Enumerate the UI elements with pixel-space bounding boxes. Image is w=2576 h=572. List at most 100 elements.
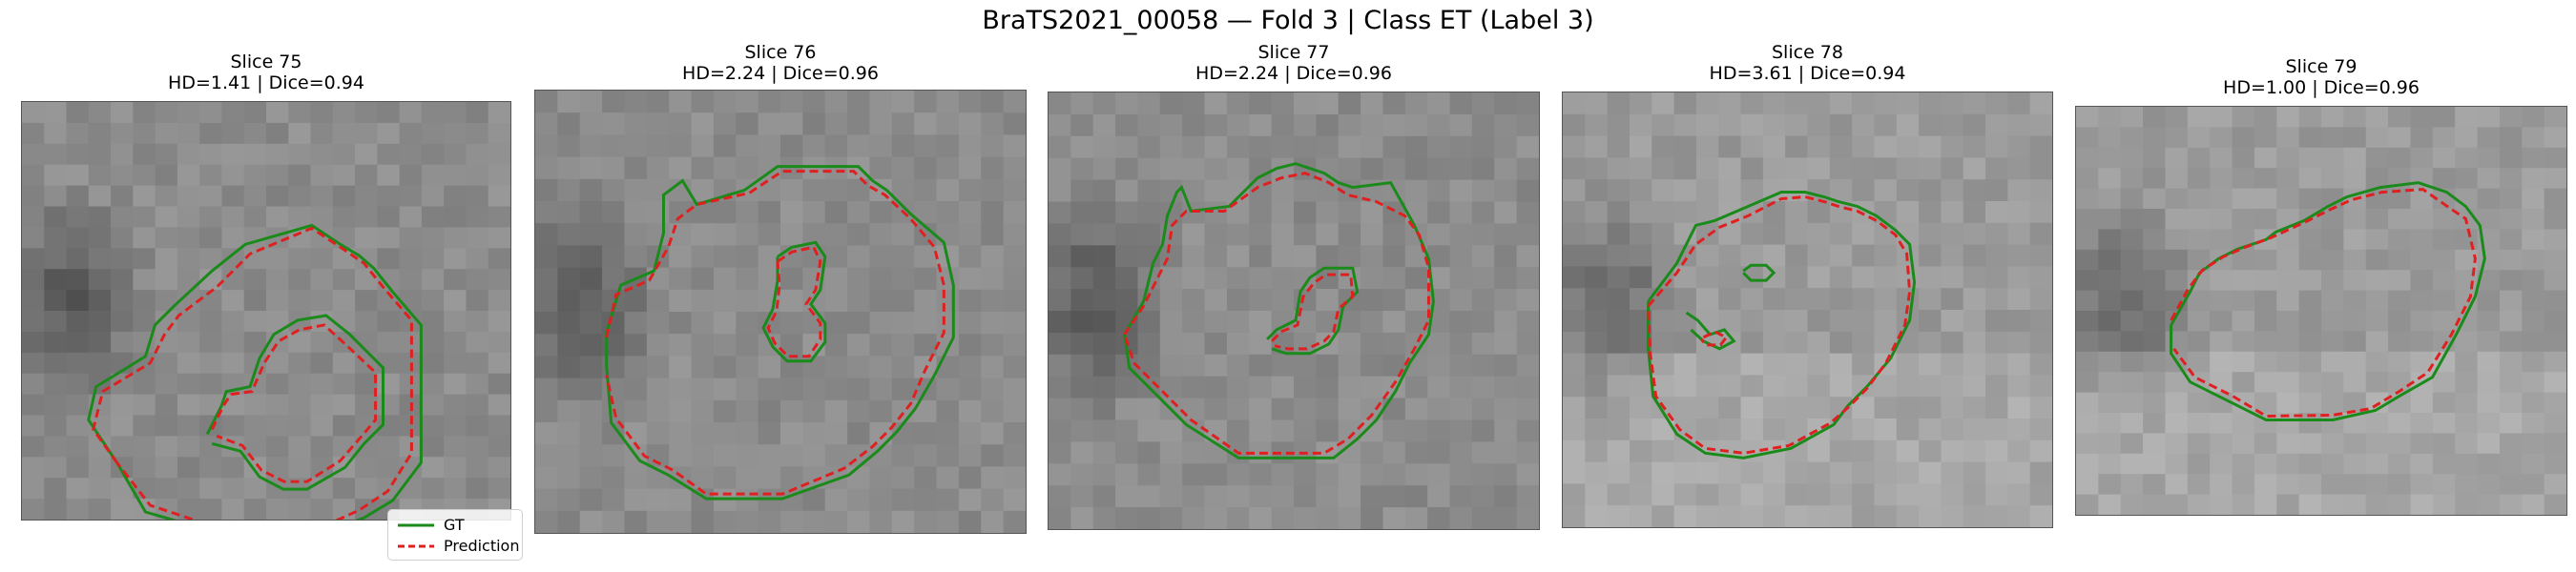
image-pixel <box>981 201 1005 224</box>
image-pixel <box>1607 157 1631 180</box>
image-pixel <box>2499 270 2523 292</box>
image-pixel <box>1427 441 1451 464</box>
image-pixel <box>199 122 223 145</box>
image-pixel <box>691 356 715 379</box>
image-pixel <box>713 156 737 180</box>
image-pixel <box>2544 494 2566 515</box>
image-pixel <box>1226 113 1250 137</box>
image-pixel <box>2499 474 2523 496</box>
image-pixel <box>221 331 245 354</box>
image-pixel <box>1404 135 1428 159</box>
image-pixel <box>1585 483 1609 506</box>
image-pixel <box>1338 245 1361 268</box>
image-pixel <box>914 245 938 269</box>
image-pixel <box>2321 229 2344 251</box>
image-pixel <box>377 185 401 208</box>
image-pixel <box>243 499 267 520</box>
image-pixel <box>2210 311 2233 332</box>
image-pixel <box>310 499 334 520</box>
image-pixel <box>1629 244 1652 267</box>
image-pixel <box>579 91 603 113</box>
image-pixel <box>377 102 401 124</box>
image-pixel <box>399 269 423 291</box>
image-pixel <box>66 185 90 208</box>
image-pixel <box>1718 92 1742 115</box>
image-pixel <box>1963 179 1986 202</box>
image-pixel <box>466 478 489 500</box>
image-pixel <box>1762 310 1786 333</box>
image-pixel <box>2432 147 2456 169</box>
image-pixel <box>22 478 45 500</box>
image-pixel <box>2232 107 2255 128</box>
image-pixel <box>310 436 334 458</box>
image-pixel <box>824 112 848 135</box>
image-pixel <box>2410 311 2434 332</box>
image-pixel <box>936 378 960 401</box>
image-pixel <box>691 378 715 401</box>
image-pixel <box>1003 378 1026 401</box>
image-pixel <box>1471 267 1495 290</box>
image-pixel <box>1985 244 2008 267</box>
image-pixel <box>88 311 112 333</box>
image-pixel <box>2276 147 2300 169</box>
image-pixel <box>1382 267 1406 290</box>
image-pixel <box>1652 310 1675 333</box>
image-pixel <box>736 223 759 246</box>
image-pixel <box>914 466 938 490</box>
image-pixel <box>2210 433 2233 455</box>
image-pixel <box>155 478 178 500</box>
image-pixel <box>44 415 68 437</box>
image-pixel <box>155 269 178 291</box>
image-pixel <box>2343 433 2367 455</box>
image-pixel <box>2388 392 2412 414</box>
image-pixel <box>310 352 334 375</box>
image-pixel <box>66 373 90 396</box>
image-pixel <box>2522 392 2545 414</box>
image-pixel <box>1807 222 1831 246</box>
image-pixel <box>1449 113 1473 137</box>
image-pixel <box>1896 179 1920 202</box>
image-pixel <box>1829 222 1853 246</box>
image-pixel <box>1427 419 1451 442</box>
image-pixel <box>2210 168 2233 190</box>
image-pixel <box>646 356 670 379</box>
image-pixel <box>1271 507 1295 529</box>
image-pixel <box>1294 267 1317 290</box>
image-pixel <box>669 312 693 335</box>
image-pixel <box>669 510 693 533</box>
image-pixel <box>266 164 289 187</box>
image-pixel <box>646 112 670 135</box>
image-pixel <box>802 156 826 180</box>
image-pixel <box>1271 463 1295 486</box>
image-pixel <box>1070 507 1094 529</box>
image-pixel <box>2388 311 2412 332</box>
image-pixel <box>1137 398 1161 421</box>
image-pixel <box>2232 270 2255 292</box>
image-pixel <box>958 378 982 401</box>
image-pixel <box>1740 419 1764 441</box>
image-pixel <box>891 334 915 357</box>
image-pixel <box>780 223 803 246</box>
image-pixel <box>1361 289 1384 312</box>
prediction-contour <box>92 226 413 520</box>
image-pixel <box>1382 354 1406 378</box>
image-pixel <box>1629 92 1652 115</box>
image-pixel <box>2143 433 2167 455</box>
image-pixel <box>802 134 826 158</box>
image-pixel <box>444 143 467 166</box>
image-pixel <box>1449 354 1473 378</box>
image-pixel <box>1919 179 1942 202</box>
image-pixel <box>1092 179 1116 203</box>
image-pixel <box>824 91 848 113</box>
image-pixel <box>22 102 45 124</box>
image-pixel <box>133 457 156 479</box>
image-pixel <box>421 269 445 291</box>
image-pixel <box>421 415 445 437</box>
image-pixel <box>1829 244 1853 267</box>
image-pixel <box>1852 461 1876 484</box>
image-pixel <box>1695 505 1719 527</box>
image-pixel <box>1137 157 1161 181</box>
image-pixel <box>1294 92 1317 115</box>
slice-panel-77: Slice 77 HD=2.24 | Dice=0.96 <box>1048 38 1540 534</box>
image-pixel <box>2276 168 2300 190</box>
